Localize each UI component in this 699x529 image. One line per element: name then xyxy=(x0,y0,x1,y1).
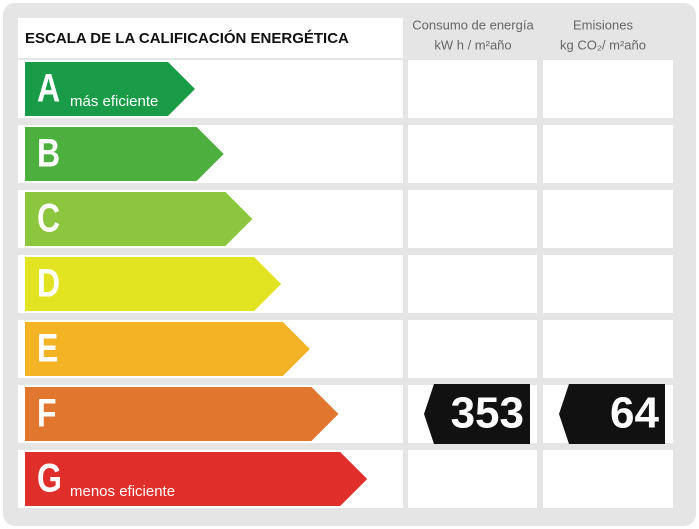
column-label: Emisiones xyxy=(573,17,633,32)
cell xyxy=(543,125,673,183)
cell xyxy=(543,255,673,313)
arrow-label: menos eficiente xyxy=(70,483,175,500)
arrow xyxy=(25,452,368,506)
arrow xyxy=(25,192,253,246)
column-label: Consumo de energía xyxy=(412,17,534,32)
title: ESCALA DE LA CALIFICACIÓN ENERGÉTICA xyxy=(25,29,349,47)
value-tag xyxy=(559,384,665,444)
column-unit: kg CO₂/ m²año xyxy=(560,37,646,52)
column-unit: kW h / m²año xyxy=(434,37,511,52)
arrow xyxy=(25,387,339,441)
value: 353 xyxy=(451,389,524,438)
arrow xyxy=(25,322,310,376)
value: 64 xyxy=(610,389,659,438)
title-box xyxy=(18,18,403,58)
arrow xyxy=(25,62,195,116)
arrow xyxy=(25,127,224,181)
arrow-label: más eficiente xyxy=(70,93,158,110)
cell xyxy=(543,320,673,378)
letter: E xyxy=(37,325,58,370)
letter: A xyxy=(37,65,60,110)
cell xyxy=(408,320,537,378)
value-tag xyxy=(424,384,530,444)
letter: D xyxy=(37,260,60,305)
cell xyxy=(408,190,537,248)
letter: G xyxy=(37,455,62,500)
arrow xyxy=(25,257,282,311)
cell xyxy=(408,125,537,183)
cell xyxy=(408,255,537,313)
letter: C xyxy=(37,195,60,240)
letter: F xyxy=(37,390,57,435)
cell xyxy=(543,190,673,248)
cell xyxy=(543,450,673,508)
cell xyxy=(408,450,537,508)
cell xyxy=(543,60,673,118)
cell xyxy=(408,60,537,118)
letter: B xyxy=(37,130,60,175)
